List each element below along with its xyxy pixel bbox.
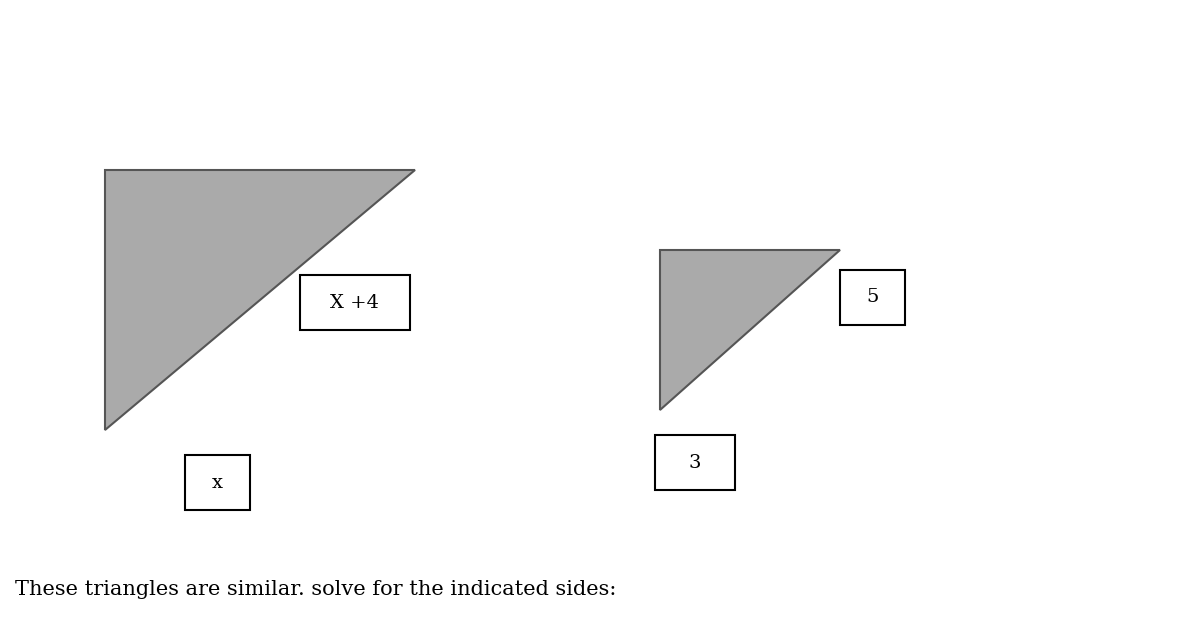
FancyBboxPatch shape (840, 270, 905, 325)
Text: 3: 3 (689, 453, 701, 471)
Text: 5: 5 (866, 289, 878, 307)
Polygon shape (660, 250, 840, 410)
Polygon shape (106, 170, 415, 430)
FancyBboxPatch shape (300, 275, 410, 330)
Text: x: x (212, 473, 223, 492)
Text: These triangles are similar. solve for the indicated sides:: These triangles are similar. solve for t… (14, 580, 617, 599)
Text: X +4: X +4 (330, 294, 379, 312)
FancyBboxPatch shape (185, 455, 250, 510)
FancyBboxPatch shape (655, 435, 734, 490)
